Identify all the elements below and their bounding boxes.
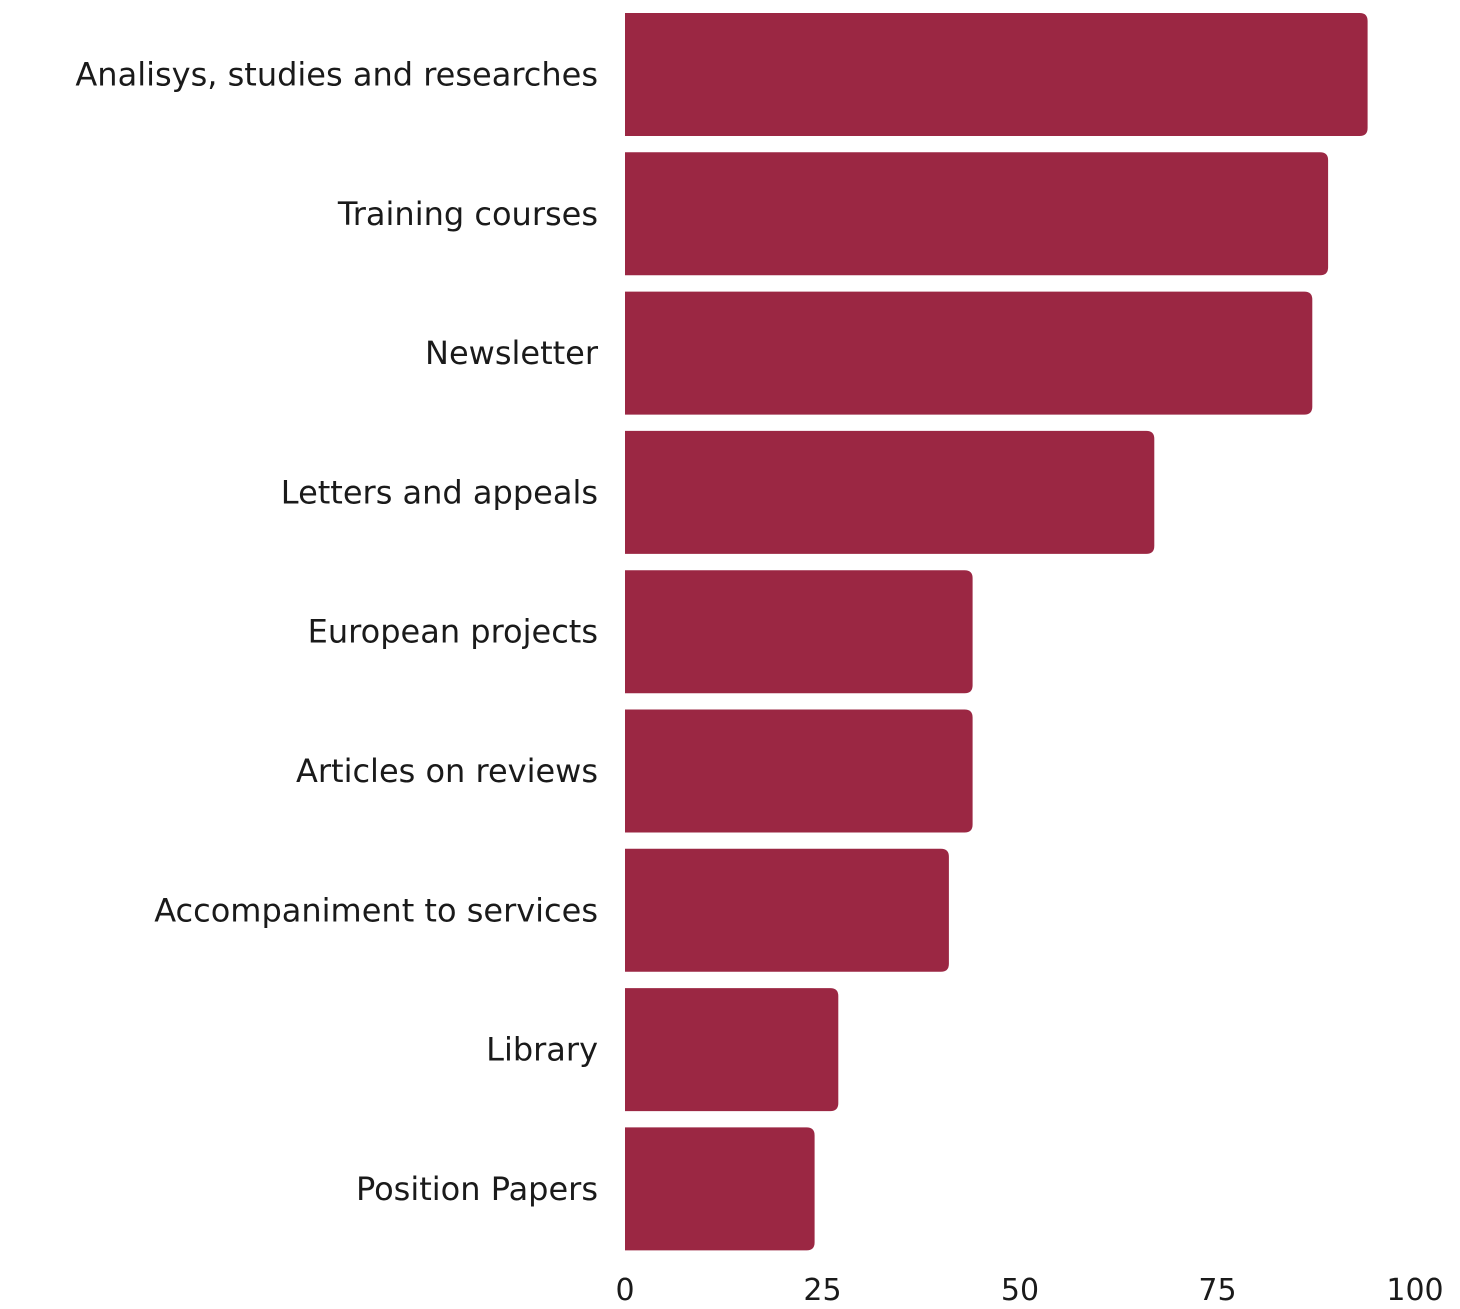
- bars-group: [625, 13, 1368, 1251]
- bar-newsletter: [625, 291, 1313, 415]
- category-label-letters-and-appeals: Letters and appeals: [281, 473, 598, 511]
- category-label-accompaniment-to-services: Accompaniment to services: [154, 891, 598, 929]
- category-label-analisys-studies-and-researches: Analisys, studies and researches: [75, 56, 598, 94]
- x-tick-label-50: 50: [1001, 1273, 1039, 1308]
- bar-letters-and-appeals: [625, 430, 1155, 554]
- category-label-training-courses: Training courses: [337, 195, 598, 233]
- category-label-articles-on-reviews: Articles on reviews: [296, 752, 598, 790]
- bar-articles-on-reviews: [625, 709, 973, 833]
- x-axis-tick-labels: 0 25 50 75 100: [615, 1273, 1443, 1308]
- category-label-position-papers: Position Papers: [356, 1170, 598, 1208]
- bar-position-papers: [625, 1127, 815, 1251]
- bar-analisys-studies-and-researches: [625, 13, 1368, 136]
- category-label-european-projects: European projects: [308, 613, 598, 651]
- x-tick-label-100: 100: [1386, 1273, 1443, 1308]
- bar-training-courses: [625, 152, 1329, 276]
- bar-accompaniment-to-services: [625, 848, 949, 972]
- category-label-library: Library: [486, 1031, 598, 1069]
- category-label-newsletter: Newsletter: [425, 334, 599, 372]
- x-tick-label-25: 25: [803, 1273, 841, 1308]
- bar-european-projects: [625, 570, 973, 694]
- category-labels: Analisys, studies and researches Training…: [75, 56, 598, 1208]
- x-tick-label-75: 75: [1198, 1273, 1236, 1308]
- x-tick-label-0: 0: [615, 1273, 634, 1308]
- bar-library: [625, 988, 839, 1112]
